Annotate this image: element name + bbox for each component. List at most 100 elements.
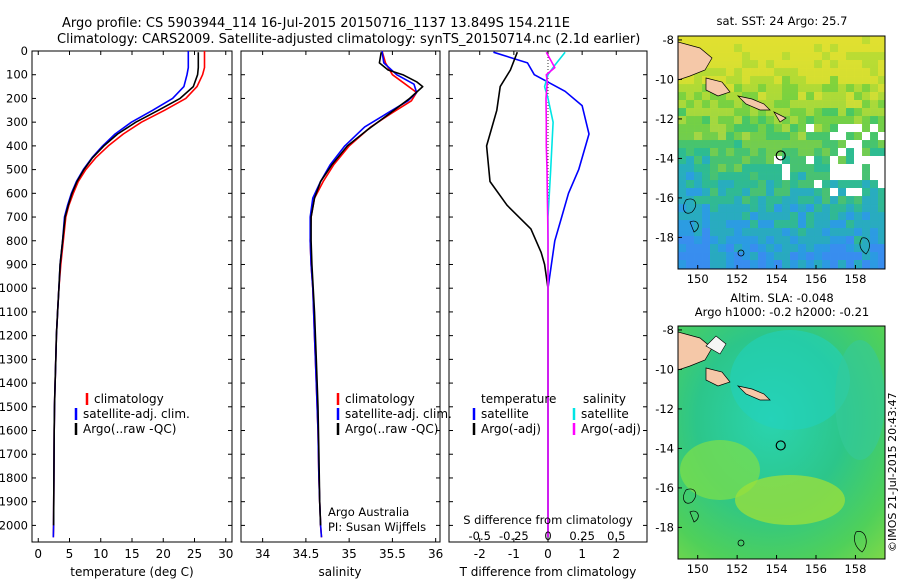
sst-cell (726, 180, 735, 189)
sst-cell (870, 100, 879, 109)
sst-cell (726, 156, 735, 165)
sst-cell (750, 212, 759, 221)
sst-cell (734, 188, 743, 197)
sst-cell (742, 260, 751, 269)
sst-cell (686, 92, 695, 101)
sst-cell (710, 228, 719, 237)
depth-tick-label: 900 (6, 257, 28, 271)
sst-cell (678, 260, 687, 269)
sst-cell (694, 36, 703, 45)
sst-cell (814, 116, 823, 125)
sst-cell (870, 124, 879, 133)
sst-cell (862, 252, 871, 261)
sst-cell (846, 164, 855, 173)
sst-cell (734, 140, 743, 149)
sst-cell (718, 156, 727, 165)
sst-cell (854, 84, 863, 93)
sst-cell (710, 148, 719, 157)
sst-cell (854, 140, 863, 149)
sst-cell (830, 84, 839, 93)
map-y-tick-label: -16 (655, 191, 674, 205)
sst-cell (678, 252, 687, 261)
sst-cell (774, 44, 783, 53)
sst-cell (822, 196, 831, 205)
sst-cell (742, 124, 751, 133)
x-tick-label: -1 (508, 547, 520, 561)
sst-cell (718, 132, 727, 141)
sst-cell (766, 44, 775, 53)
sst-cell (702, 36, 711, 45)
sst-cell (726, 140, 735, 149)
sst-cell (766, 252, 775, 261)
sst-cell (790, 204, 799, 213)
sst-cell (766, 52, 775, 61)
sst-cell (718, 220, 727, 229)
sst-cell (814, 100, 823, 109)
sst-cell (678, 84, 687, 93)
sst-cell (854, 252, 863, 261)
sst-cell (694, 116, 703, 125)
sst-cell (798, 92, 807, 101)
sst-cell (806, 252, 815, 261)
sst-cell (830, 252, 839, 261)
sst-cell (870, 84, 879, 93)
sst-cell (790, 252, 799, 261)
sst-cell (718, 188, 727, 197)
sst-cell (830, 260, 839, 269)
sst-cell (782, 236, 791, 245)
sst-cell (790, 212, 799, 221)
sst-cell (758, 60, 767, 69)
sst-cell (846, 76, 855, 85)
sst-cell (750, 60, 759, 69)
sst-cell (822, 140, 831, 149)
reef-marker (737, 539, 745, 547)
sst-cell (742, 180, 751, 189)
map-y-tick-label: -18 (655, 520, 674, 534)
sst-cell (774, 108, 783, 117)
sst-cell (742, 52, 751, 61)
sst-cell (878, 132, 885, 141)
sst-cell (878, 148, 885, 157)
reef-outline (859, 237, 870, 255)
sst-cell (878, 108, 885, 117)
sst-cell (814, 204, 823, 213)
sst-cell (742, 76, 751, 85)
sst-cell (734, 132, 743, 141)
sst-cell (862, 196, 871, 205)
legend-climatology: climatology (94, 392, 164, 406)
sst-cell (790, 44, 799, 53)
reef-outline (683, 488, 697, 504)
sst-cell (854, 68, 863, 77)
sst-cell (814, 68, 823, 77)
sst-cell (798, 156, 807, 165)
sst-cell (774, 116, 783, 125)
sst-cell (838, 180, 847, 189)
sst-cell (830, 148, 839, 157)
sst-cell (782, 220, 791, 229)
land-new-guinea (678, 41, 713, 81)
sst-map-frame (677, 35, 886, 270)
annotation-argo-australia: Argo Australia (328, 505, 409, 519)
sst-cell (814, 76, 823, 85)
sst-cell (758, 68, 767, 77)
sst-cell (694, 212, 703, 221)
sst-cell (814, 244, 823, 253)
sst-cell (806, 228, 815, 237)
sst-cell (862, 124, 871, 133)
sst-cell (782, 132, 791, 141)
sst-cell (742, 108, 751, 117)
sst-cell (686, 180, 695, 189)
sst-cell (798, 196, 807, 205)
sst-cell (742, 164, 751, 173)
sst-cell (774, 60, 783, 69)
sst-cell (766, 156, 775, 165)
sst-cell (774, 212, 783, 221)
reef-marker (737, 249, 745, 257)
sst-cell (798, 100, 807, 109)
sst-cell (694, 76, 703, 85)
top-tick-label: 0.5 (607, 529, 625, 543)
sst-cell (766, 84, 775, 93)
sst-cell (702, 212, 711, 221)
sst-cell (814, 52, 823, 61)
sst-cell (854, 44, 863, 53)
